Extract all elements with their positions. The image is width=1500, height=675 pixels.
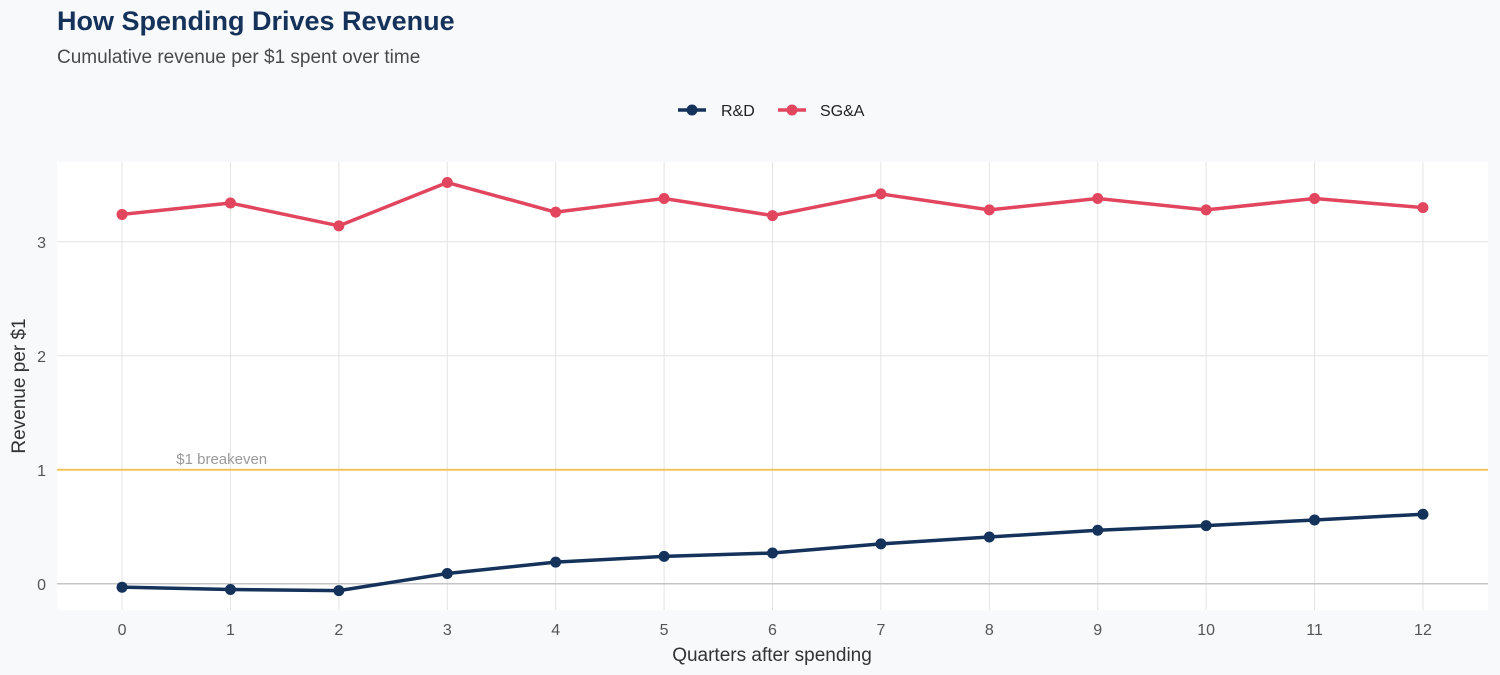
y-tick-label: 1 — [37, 463, 46, 480]
legend: R&D SG&A — [678, 103, 865, 120]
x-tick-label: 4 — [551, 622, 560, 639]
data-point-r-d — [875, 538, 887, 550]
x-axis-title: Quarters after spending — [672, 645, 872, 666]
x-tick-label: 6 — [768, 622, 777, 639]
legend-item-r-d: R&D — [678, 103, 755, 120]
y-tick-label: 3 — [37, 235, 46, 252]
data-point-r-d — [224, 583, 236, 595]
data-point-sg-a — [1200, 204, 1212, 216]
x-tick-label: 1 — [226, 622, 235, 639]
data-point-r-d — [333, 585, 345, 597]
data-point-sg-a — [767, 210, 778, 222]
x-tick-label: 8 — [985, 622, 994, 639]
y-axis-title: Revenue per $1 — [9, 318, 30, 453]
data-point-r-d — [983, 531, 995, 543]
data-point-r-d — [767, 547, 778, 559]
data-point-r-d — [1092, 524, 1104, 536]
x-tick-label: 12 — [1414, 622, 1432, 639]
legend-swatch-point — [786, 104, 798, 116]
x-tick-label: 11 — [1306, 622, 1323, 639]
data-point-sg-a — [1092, 192, 1104, 204]
data-point-sg-a — [550, 206, 562, 218]
data-point-sg-a — [441, 177, 453, 189]
x-tick-label: 3 — [443, 622, 452, 639]
data-point-r-d — [550, 556, 562, 568]
data-point-sg-a — [983, 204, 995, 216]
data-point-r-d — [658, 550, 670, 562]
data-point-r-d — [1309, 514, 1321, 526]
y-tick-label: 2 — [37, 349, 46, 366]
y-tick-label: 0 — [37, 577, 46, 594]
data-point-r-d — [1200, 520, 1212, 532]
x-tick-label: 9 — [1093, 622, 1102, 639]
data-point-sg-a — [116, 208, 128, 220]
data-point-r-d — [116, 581, 128, 593]
x-tick-label: 5 — [660, 622, 669, 639]
data-point-sg-a — [1417, 202, 1429, 214]
data-point-r-d — [441, 568, 453, 580]
series-group — [116, 177, 1429, 597]
breakeven-label: $1 breakeven — [176, 451, 267, 468]
legend-label: SG&A — [820, 103, 865, 120]
data-point-sg-a — [658, 192, 670, 204]
chart-title: How Spending Drives Revenue — [57, 6, 455, 36]
legend-label: R&D — [721, 103, 755, 120]
x-tick-label: 0 — [118, 622, 127, 639]
data-point-sg-a — [1309, 192, 1321, 204]
data-point-r-d — [1417, 508, 1429, 520]
x-tick-label: 7 — [876, 622, 885, 639]
x-tick-label: 2 — [334, 622, 343, 639]
x-tick-label: 10 — [1197, 622, 1215, 639]
data-point-sg-a — [875, 188, 887, 200]
legend-item-sg-a: SG&A — [778, 103, 865, 120]
data-point-sg-a — [224, 197, 236, 209]
legend-swatch-point — [686, 104, 698, 116]
reference-line-group: $1 breakeven — [57, 451, 1488, 471]
data-point-sg-a — [333, 220, 345, 232]
chart-subtitle: Cumulative revenue per $1 spent over tim… — [57, 47, 421, 68]
